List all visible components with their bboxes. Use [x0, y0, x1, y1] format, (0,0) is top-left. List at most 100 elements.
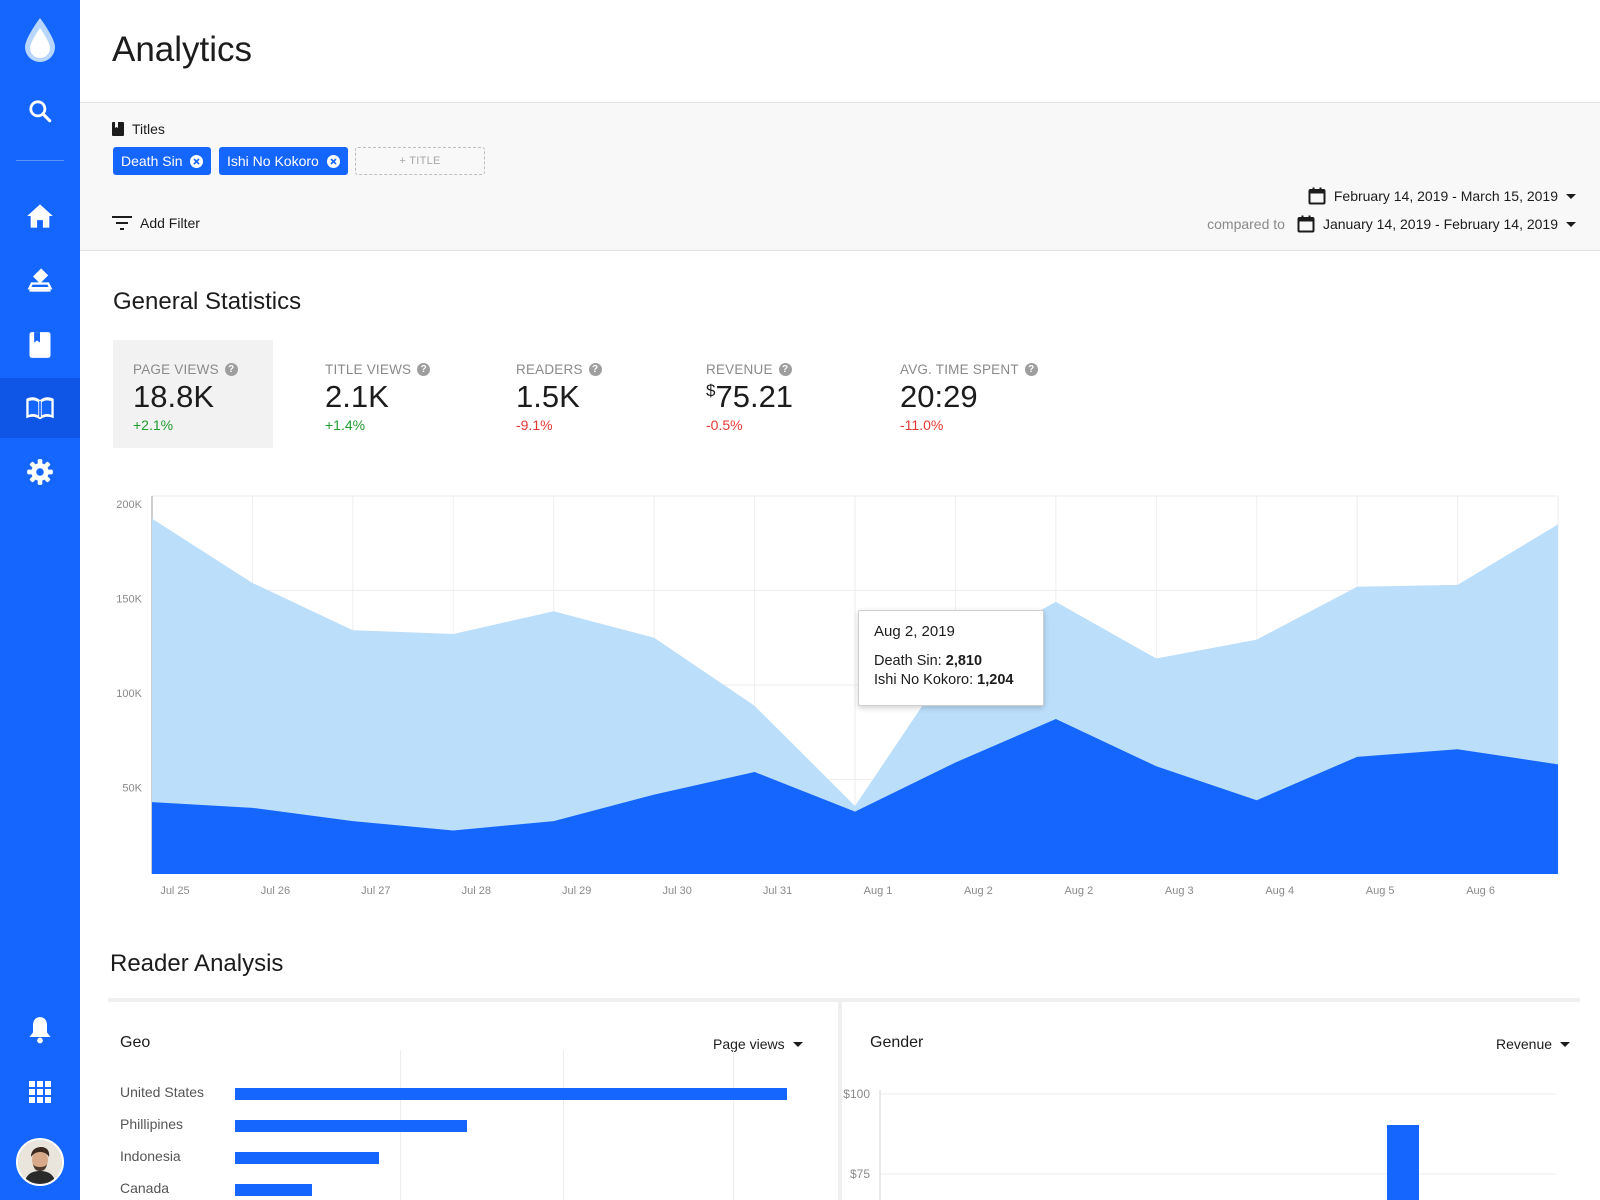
y-tick-label: 150K: [116, 594, 142, 606]
stat-delta: +1.4%: [325, 417, 366, 433]
chip-label: Ishi No Kokoro: [227, 153, 319, 169]
avatar[interactable]: [16, 1138, 64, 1186]
add-title-button[interactable]: + TITLE: [355, 147, 485, 175]
geo-bar[interactable]: [235, 1152, 379, 1164]
geo-metric-dropdown[interactable]: Page views: [713, 1036, 803, 1052]
stat-revenue[interactable]: REVENUE? $75.21 -0.5%: [686, 340, 856, 448]
calendar-icon: [1297, 215, 1315, 233]
geo-country-label: United States: [120, 1084, 205, 1100]
stat-label: AVG. TIME SPENT: [900, 362, 1019, 377]
dropdown-label: Revenue: [1496, 1036, 1553, 1052]
page-views-area-chart[interactable]: 200K 150K 100K 50K Jul 25 Jul 26 Jul 27 Jul 28 J…: [80, 480, 1600, 900]
stat-title-views[interactable]: TITLE VIEWS? 2.1K +1.4%: [305, 340, 475, 448]
panel-divider: [838, 1002, 842, 1200]
x-tick-label: Aug 2: [964, 885, 993, 897]
stat-value: 1.5K: [516, 379, 580, 414]
x-tick-label: Jul 26: [261, 885, 290, 897]
drop-logo-icon[interactable]: [0, 10, 80, 70]
chevron-down-icon: [1566, 193, 1576, 199]
x-tick-label: Aug 3: [1165, 885, 1194, 897]
help-icon[interactable]: ?: [417, 363, 431, 376]
title-chip-ishi-no-kokoro[interactable]: Ishi No Kokoro: [219, 147, 348, 175]
geo-bar[interactable]: [235, 1184, 313, 1196]
stamp-icon[interactable]: [0, 250, 80, 310]
help-icon[interactable]: ?: [1024, 363, 1038, 376]
x-tick-label: Jul 29: [562, 885, 591, 897]
titles-label: Titles: [112, 121, 165, 137]
help-icon[interactable]: ?: [588, 363, 602, 376]
close-icon[interactable]: [326, 154, 340, 168]
help-icon[interactable]: ?: [778, 363, 792, 376]
apps-grid-icon[interactable]: [0, 1062, 80, 1122]
geo-gridline: [733, 1050, 734, 1200]
x-tick-label: Aug 2: [1064, 885, 1093, 897]
stat-page-views[interactable]: PAGE VIEWS? 18.8K +2.1%: [113, 340, 273, 448]
dropdown-label: Page views: [713, 1036, 785, 1052]
gender-metric-dropdown[interactable]: Revenue: [1496, 1036, 1571, 1052]
reader-analysis-title: Reader Analysis: [110, 950, 284, 977]
y-tick-label: 100K: [116, 688, 142, 700]
bookmark-book-icon: [112, 122, 124, 136]
x-tick-label: Aug 5: [1366, 885, 1395, 897]
stat-label: PAGE VIEWS: [133, 362, 219, 377]
gear-icon[interactable]: [0, 442, 80, 502]
stat-label: REVENUE: [706, 362, 773, 377]
geo-bar[interactable]: [235, 1088, 787, 1100]
chart-tooltip: Aug 2, 2019 Death Sin: 2,810 Ishi No Kok…: [858, 610, 1044, 706]
home-icon[interactable]: [0, 186, 80, 246]
stat-label: TITLE VIEWS: [325, 362, 412, 377]
y-tick-label: 200K: [116, 499, 142, 511]
titles-label-text: Titles: [132, 121, 165, 137]
chevron-down-icon: [792, 1041, 803, 1047]
x-tick-label: Jul 31: [763, 885, 792, 897]
filter-icon: [112, 216, 132, 230]
tooltip-row: Ishi No Kokoro: 1,204: [874, 672, 1014, 688]
stat-value: 2.1K: [325, 379, 389, 414]
area-series-death-sin: [152, 719, 1558, 874]
chevron-down-icon: [1566, 221, 1576, 227]
compared-to-label: compared to: [1207, 216, 1285, 232]
close-icon[interactable]: [190, 154, 204, 168]
header-divider: [80, 102, 1600, 103]
geo-country-label: Phillipines: [120, 1116, 184, 1132]
date-range-text: February 14, 2019 - March 15, 2019: [1333, 188, 1558, 204]
stat-value: 20:29: [900, 379, 978, 414]
search-icon[interactable]: [0, 81, 80, 141]
title-chip-death-sin[interactable]: Death Sin: [113, 147, 212, 175]
add-filter-button[interactable]: Add Filter: [112, 215, 200, 231]
geo-country-label: Indonesia: [120, 1148, 181, 1164]
stat-delta: -9.1%: [516, 417, 553, 433]
x-tick-label: Jul 25: [160, 885, 189, 897]
stat-value: 18.8K: [133, 379, 215, 414]
geo-bar[interactable]: [235, 1120, 467, 1132]
stat-delta: -11.0%: [900, 417, 944, 433]
stat-delta: -0.5%: [706, 417, 743, 433]
stat-delta: +2.1%: [133, 417, 174, 433]
chip-label: Death Sin: [121, 153, 183, 169]
geo-country-label: Canada: [120, 1180, 170, 1196]
filter-bar: Titles Death Sin Ishi No Kokoro + TITLE …: [80, 103, 1600, 251]
geo-panel-title: Geo: [120, 1034, 151, 1051]
compare-range-text: January 14, 2019 - February 14, 2019: [1322, 216, 1558, 232]
y-tick-label: $100: [843, 1087, 870, 1101]
x-tick-label: Aug 1: [864, 885, 893, 897]
help-icon[interactable]: ?: [224, 363, 238, 376]
x-tick-label: Jul 28: [462, 885, 491, 897]
tooltip-date: Aug 2, 2019: [874, 623, 955, 640]
x-tick-label: Jul 30: [662, 885, 691, 897]
gender-panel-title: Gender: [870, 1034, 924, 1051]
x-tick-label: Aug 4: [1265, 885, 1294, 897]
stat-avg-time-spent[interactable]: AVG. TIME SPENT? 20:29 -11.0%: [880, 340, 1070, 448]
stat-value: $75.21: [706, 379, 794, 414]
y-tick-label: $75: [850, 1167, 870, 1181]
compare-range-picker[interactable]: compared to January 14, 2019 - February …: [1207, 215, 1576, 233]
bell-icon[interactable]: [0, 1000, 80, 1060]
gender-bar-chart: $100 $75: [843, 1087, 1556, 1200]
calendar-icon: [1308, 187, 1326, 205]
open-book-icon[interactable]: [0, 378, 80, 438]
sidebar: [0, 0, 80, 1200]
date-range-picker[interactable]: February 14, 2019 - March 15, 2019: [1308, 187, 1576, 205]
geo-gridline: [563, 1050, 564, 1200]
book-icon[interactable]: [0, 315, 80, 375]
stat-readers[interactable]: READERS? 1.5K -9.1%: [496, 340, 666, 448]
